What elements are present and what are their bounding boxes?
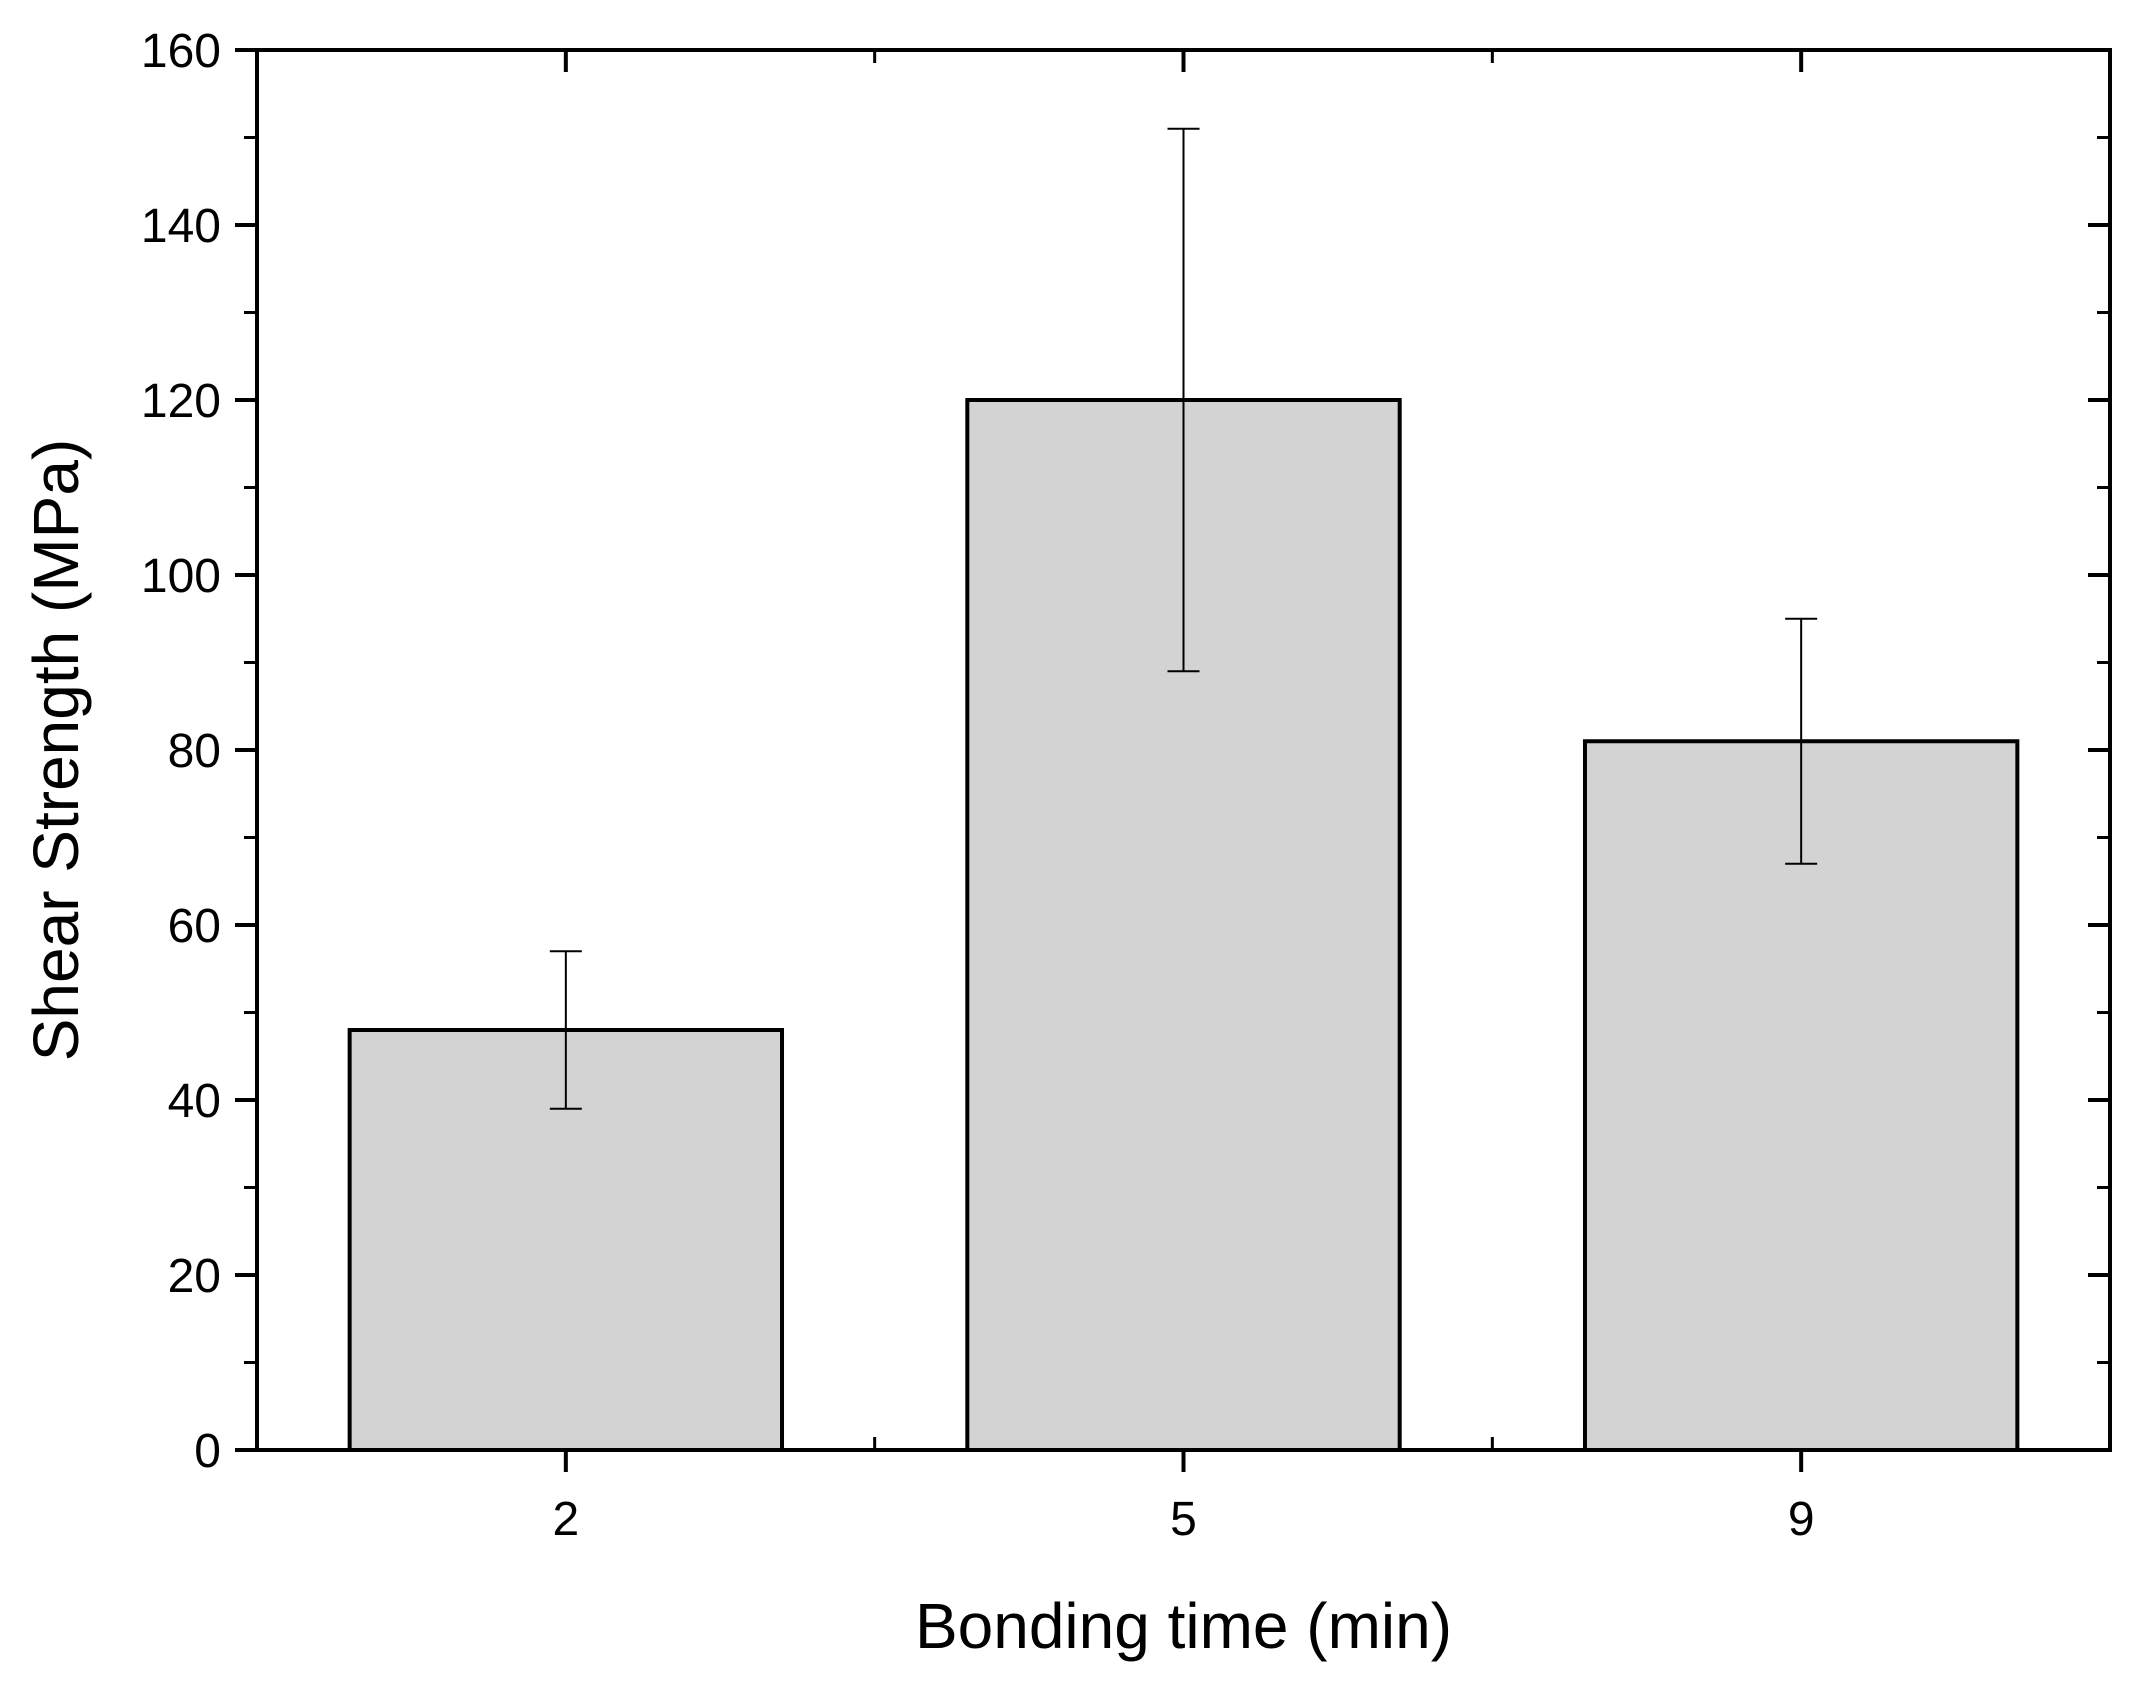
x-tick-label: 2	[552, 1493, 579, 1546]
y-tick-label: 120	[141, 375, 221, 428]
y-tick-label: 60	[168, 900, 221, 953]
error-bar-5	[1167, 127, 1200, 673]
y-tick-label: 160	[141, 25, 221, 78]
x-tick-label: 5	[1170, 1493, 1197, 1546]
y-tick-label: 140	[141, 200, 221, 253]
y-tick-label: 80	[168, 725, 221, 778]
x-tick-label: 9	[1788, 1493, 1815, 1546]
y-tick-label: 100	[141, 550, 221, 603]
y-tick-label: 20	[168, 1250, 221, 1303]
y-tick-label: 0	[194, 1425, 221, 1478]
tick-labels-layer: 2 5 9 0 20 40 60 80 100 120 140 160	[141, 25, 1815, 1546]
ticks-layer	[235, 48, 2110, 1472]
error-bars-layer	[549, 127, 1818, 1110]
y-axis-title: Shear Strength (MPa)	[20, 439, 92, 1062]
error-bar-2	[549, 950, 582, 1110]
y-tick-label: 40	[168, 1075, 221, 1128]
error-bar-9	[1785, 617, 1818, 865]
x-axis-title: Bonding time (min)	[915, 1590, 1452, 1662]
